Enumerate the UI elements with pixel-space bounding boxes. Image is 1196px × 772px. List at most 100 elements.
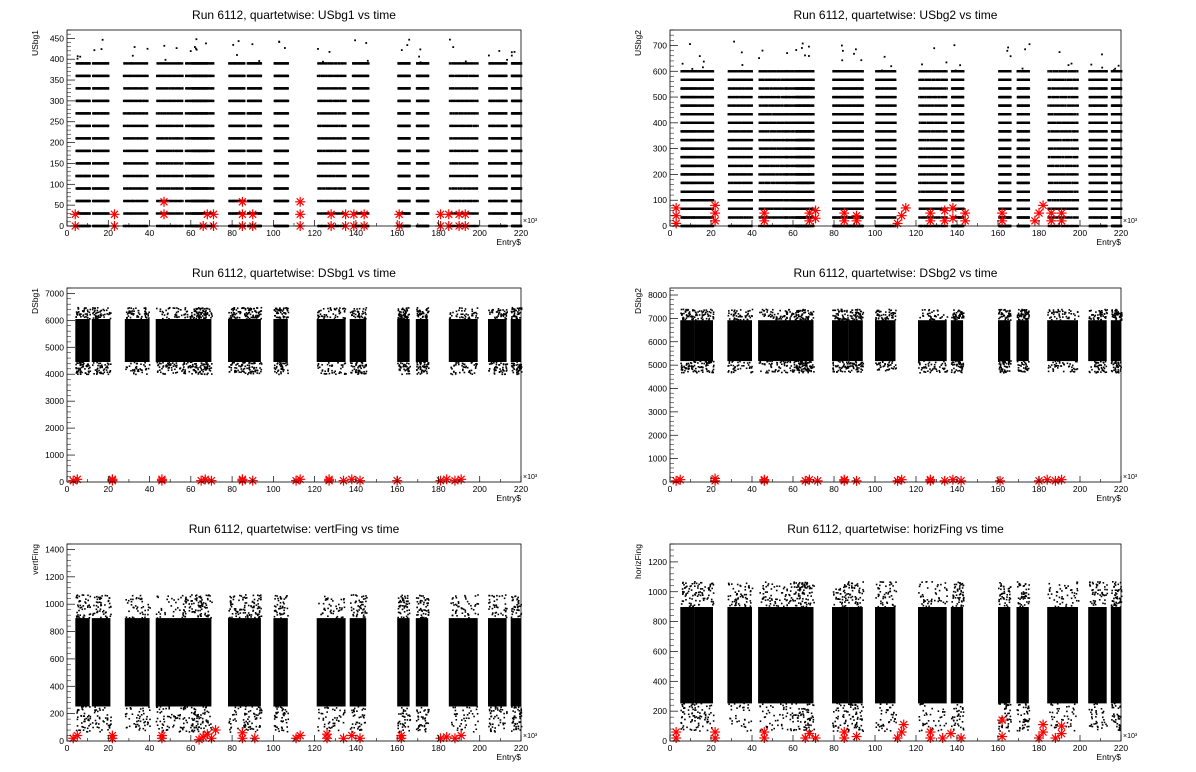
- data-point: [336, 112, 338, 114]
- data-point: [477, 137, 479, 139]
- data-point: [345, 150, 347, 152]
- data-point: [167, 162, 169, 164]
- data-point: [409, 212, 411, 214]
- data-point: [324, 150, 326, 152]
- data-point: [213, 125, 215, 127]
- data-point: [471, 162, 473, 164]
- data-point: [167, 137, 169, 139]
- data-point: [108, 200, 110, 202]
- data-point: [89, 212, 91, 214]
- data-point: [134, 46, 136, 48]
- data-point: [164, 162, 166, 164]
- data-point: [288, 100, 290, 102]
- data-point: [147, 75, 149, 77]
- data-point: [159, 100, 161, 102]
- data-point: [186, 137, 188, 139]
- data-point: [477, 212, 479, 214]
- data-point: [322, 61, 324, 63]
- data-point: [341, 75, 343, 77]
- data-point: [456, 137, 458, 139]
- data-point: [409, 137, 411, 139]
- data-point: [147, 125, 149, 127]
- data-point: [170, 137, 172, 139]
- data-point: [130, 87, 132, 89]
- data-point: [453, 187, 455, 189]
- data-point: [332, 150, 334, 152]
- data-point: [261, 87, 263, 89]
- data-point: [327, 162, 329, 164]
- data-point: [428, 100, 430, 102]
- data-point: [450, 162, 452, 164]
- data-point: [163, 137, 165, 139]
- data-point: [337, 87, 339, 89]
- data-point: [165, 59, 167, 61]
- data-point: [261, 162, 263, 164]
- data-point: [147, 175, 149, 177]
- data-point: [409, 100, 411, 102]
- data-point: [345, 100, 347, 102]
- data-point: [173, 112, 175, 114]
- data-point: [419, 49, 421, 51]
- data-point: [457, 162, 459, 164]
- data-point: [409, 162, 411, 164]
- data-point: [317, 48, 319, 50]
- data-point: [178, 212, 180, 214]
- data-point: [325, 100, 327, 102]
- data-point: [255, 62, 257, 64]
- data-point: [278, 41, 280, 43]
- data-point: [354, 39, 356, 41]
- data-point: [287, 162, 289, 164]
- data-point: [244, 112, 246, 114]
- data-point: [147, 62, 149, 64]
- data-point: [176, 47, 178, 49]
- data-point: [108, 87, 110, 89]
- data-point: [159, 187, 161, 189]
- data-point: [182, 125, 184, 127]
- data-point: [261, 187, 263, 189]
- data-point: [147, 137, 149, 139]
- data-point: [340, 87, 342, 89]
- data-point: [244, 162, 246, 164]
- data-point: [428, 125, 430, 127]
- data-point: [368, 112, 370, 114]
- data-point: [451, 137, 453, 139]
- data-point: [463, 150, 465, 152]
- data-point: [428, 87, 430, 89]
- data-point: [182, 212, 184, 214]
- data-point: [147, 87, 149, 89]
- data-point: [333, 75, 335, 77]
- data-point: [244, 87, 246, 89]
- data-point: [428, 212, 430, 214]
- data-point: [338, 75, 340, 77]
- data-point: [288, 112, 290, 114]
- data-point: [344, 200, 346, 202]
- data-point: [318, 125, 320, 127]
- data-point: [169, 87, 171, 89]
- data-point: [108, 212, 110, 214]
- data-point: [287, 150, 289, 152]
- data-point: [367, 60, 369, 62]
- data-point: [288, 175, 290, 177]
- data-point: [108, 162, 110, 164]
- data-point: [236, 54, 238, 56]
- data-point: [147, 100, 149, 102]
- data-point: [331, 187, 333, 189]
- data-point: [163, 187, 165, 189]
- data-point: [332, 162, 334, 164]
- chart-panel-1: Run 6112, quartetwise: USbg1 vs time0 20 4…: [30, 8, 538, 247]
- data-point: [182, 112, 184, 114]
- data-point: [335, 162, 337, 164]
- data-point: [156, 112, 158, 114]
- data-point: [163, 45, 165, 47]
- data-point: [261, 150, 263, 152]
- data-point: [90, 187, 92, 189]
- data-point: [90, 137, 92, 139]
- data-point: [173, 150, 175, 152]
- data-points: [75, 38, 522, 227]
- data-point: [324, 75, 326, 77]
- data-point: [89, 112, 91, 114]
- data-point: [409, 125, 411, 127]
- data-point: [331, 100, 333, 102]
- data-point: [179, 175, 181, 177]
- data-point: [175, 112, 177, 114]
